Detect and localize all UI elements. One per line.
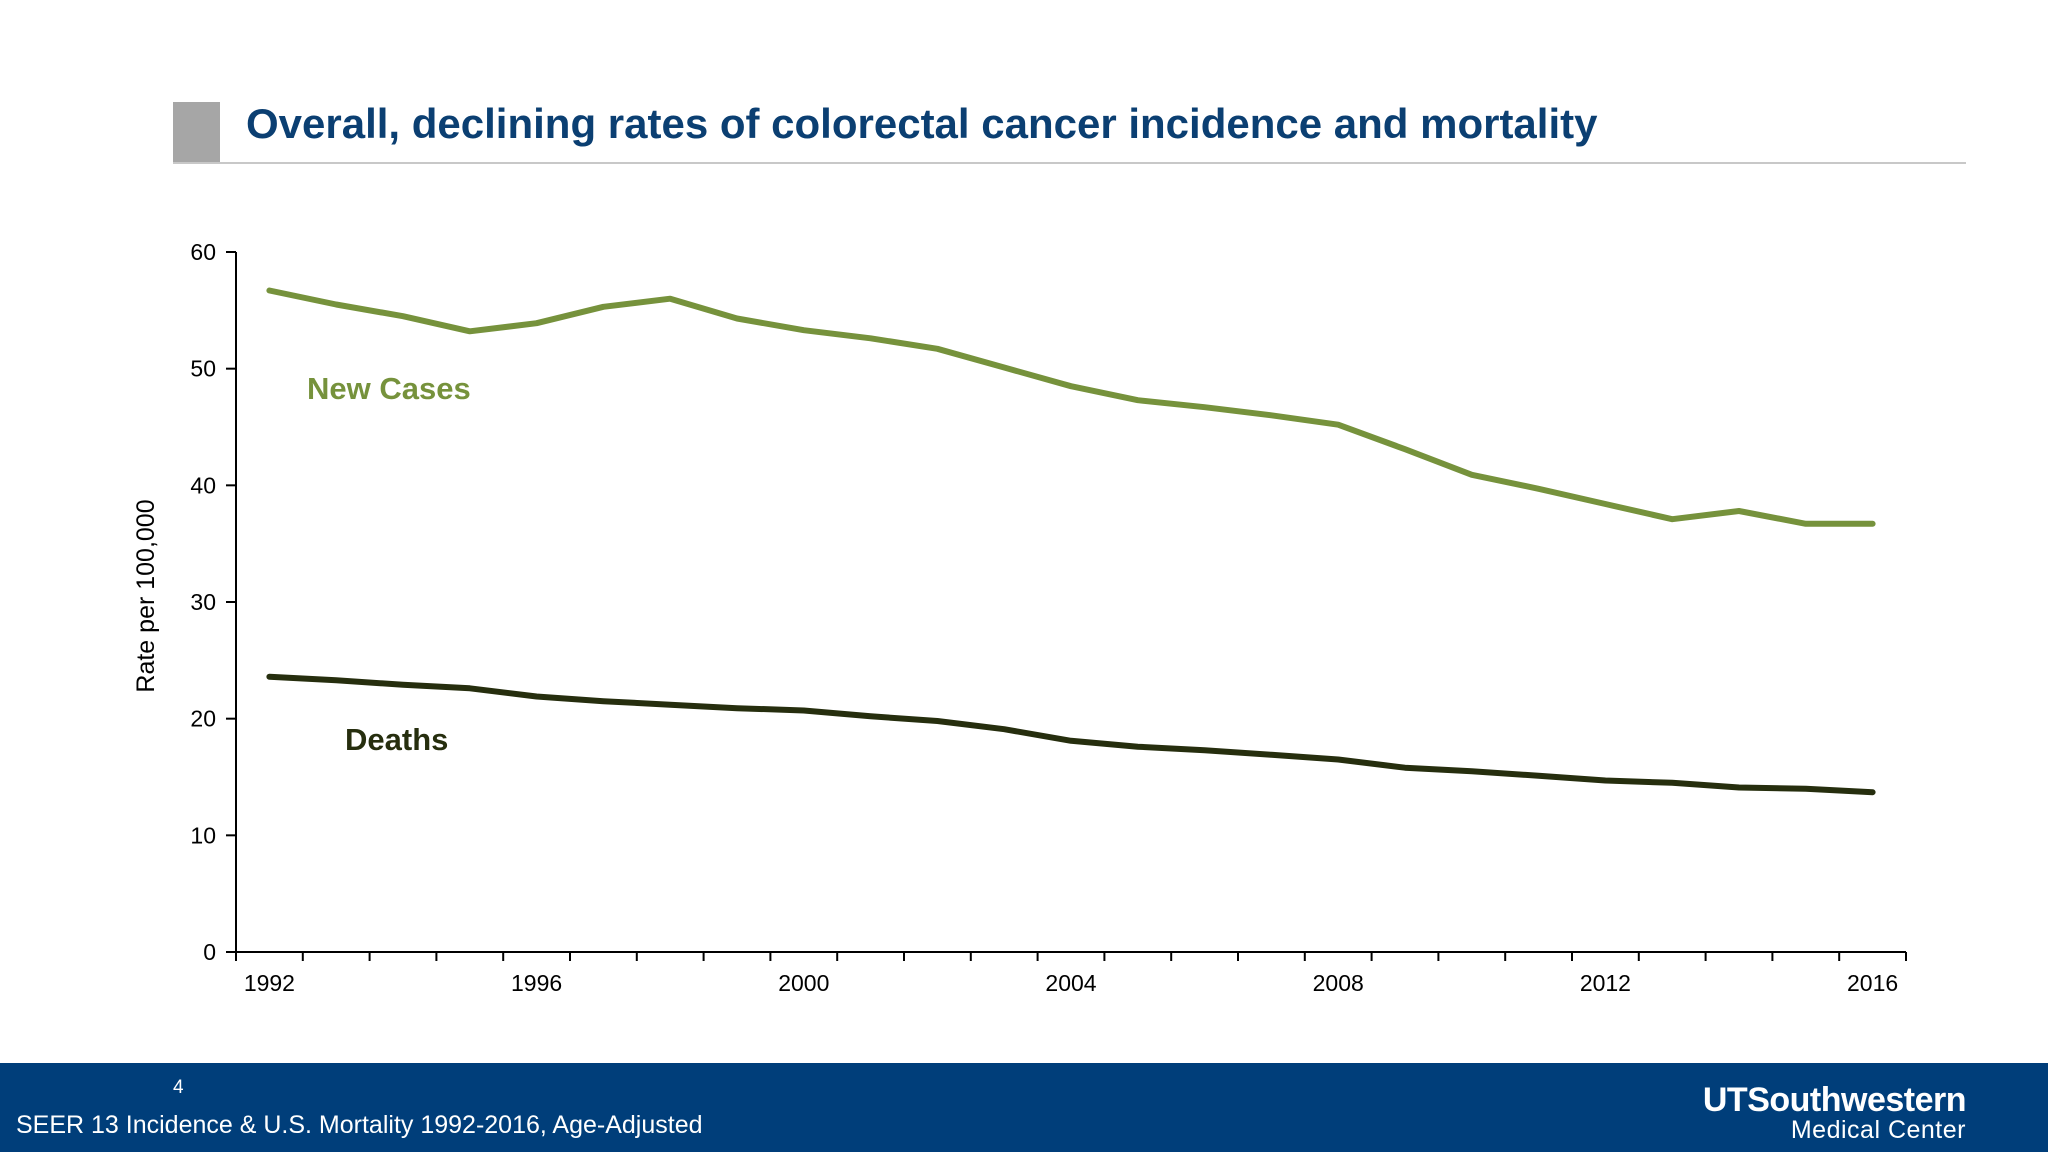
y-axis-title: Rate per 100,000 bbox=[132, 499, 160, 692]
ut-southwestern-logo: UTSouthwestern Medical Center bbox=[1702, 1081, 1967, 1144]
y-tick-label: 40 bbox=[190, 472, 216, 498]
x-tick-label: 2012 bbox=[1580, 970, 1631, 996]
series-line-new-cases bbox=[266, 287, 1876, 527]
logo-line1: UTSouthwestern bbox=[1702, 1081, 1967, 1119]
y-tick-label: 20 bbox=[190, 706, 216, 732]
series-line-deaths bbox=[266, 673, 1876, 796]
x-tick-label: 1996 bbox=[511, 970, 562, 996]
chart-axes: 0 10 20 30 40 50 60 1992 1996 2000 2004 2008 2012 201… bbox=[190, 239, 1907, 996]
x-tick-label: 2000 bbox=[778, 970, 829, 996]
title-accent-block bbox=[173, 102, 220, 163]
title-underline bbox=[173, 162, 1966, 164]
x-tick-label: 2008 bbox=[1313, 970, 1364, 996]
logo-line2: Medical Center bbox=[1790, 1116, 1966, 1144]
line-chart: 0 10 20 30 40 50 60 1992 1996 2000 2004 2008 2012 201… bbox=[132, 239, 1907, 996]
slide-number: 4 bbox=[173, 1077, 184, 1098]
y-tick-label: 10 bbox=[190, 822, 216, 848]
chart-series bbox=[266, 287, 1876, 796]
y-tick-label: 30 bbox=[190, 589, 216, 615]
source-note: SEER 13 Incidence & U.S. Mortality 1992-… bbox=[16, 1111, 703, 1139]
series-label-deaths: Deaths bbox=[345, 722, 448, 757]
y-tick-label: 50 bbox=[190, 356, 216, 382]
y-tick-label: 0 bbox=[203, 939, 216, 965]
y-tick-label: 60 bbox=[190, 239, 216, 265]
x-tick-label: 2004 bbox=[1045, 970, 1096, 996]
series-label-new-cases: New Cases bbox=[307, 371, 471, 406]
footer-bar: 4 SEER 13 Incidence & U.S. Mortality 199… bbox=[0, 1063, 2048, 1152]
x-tick-label: 1992 bbox=[244, 970, 295, 996]
slide-title: Overall, declining rates of colorectal c… bbox=[246, 100, 1598, 147]
x-tick-label: 2016 bbox=[1847, 970, 1898, 996]
